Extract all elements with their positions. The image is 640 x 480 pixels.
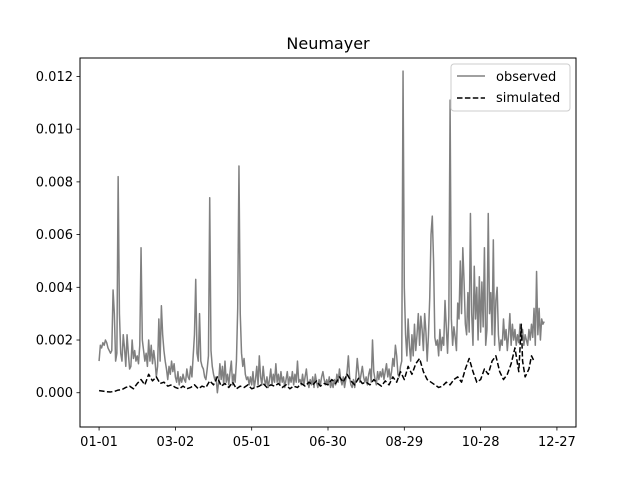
y-tick-label: 0.010 xyxy=(36,123,73,138)
x-tick-label: 08-29 xyxy=(385,435,423,450)
y-axis: 0.000 0.002 0.004 0.006 0.008 0.010 0.012 xyxy=(36,70,80,401)
y-tick-label: 0.008 xyxy=(36,175,73,190)
y-tick-label: 0.002 xyxy=(36,334,73,349)
y-tick-label: 0.000 xyxy=(36,386,73,401)
series-simulated-line xyxy=(98,323,535,393)
legend-simulated-label: simulated xyxy=(496,91,560,106)
plot-area xyxy=(98,70,545,394)
x-axis: 01-01 03-02 05-01 06-30 08-29 10-28 12-27 xyxy=(80,427,576,450)
x-tick-label: 03-02 xyxy=(156,435,194,450)
x-tick-label: 10-28 xyxy=(462,435,500,450)
chart-title: Neumayer xyxy=(286,34,370,53)
legend-observed-label: observed xyxy=(496,70,556,85)
y-tick-label: 0.006 xyxy=(36,228,73,243)
x-tick-label: 05-01 xyxy=(233,435,271,450)
x-tick-label: 06-30 xyxy=(309,435,347,450)
series-observed-line xyxy=(98,70,545,394)
y-tick-label: 0.004 xyxy=(36,281,73,296)
x-tick-label: 01-01 xyxy=(80,435,118,450)
y-tick-label: 0.012 xyxy=(36,70,73,85)
x-tick-label: 12-27 xyxy=(538,435,576,450)
legend: observed simulated xyxy=(450,63,571,112)
